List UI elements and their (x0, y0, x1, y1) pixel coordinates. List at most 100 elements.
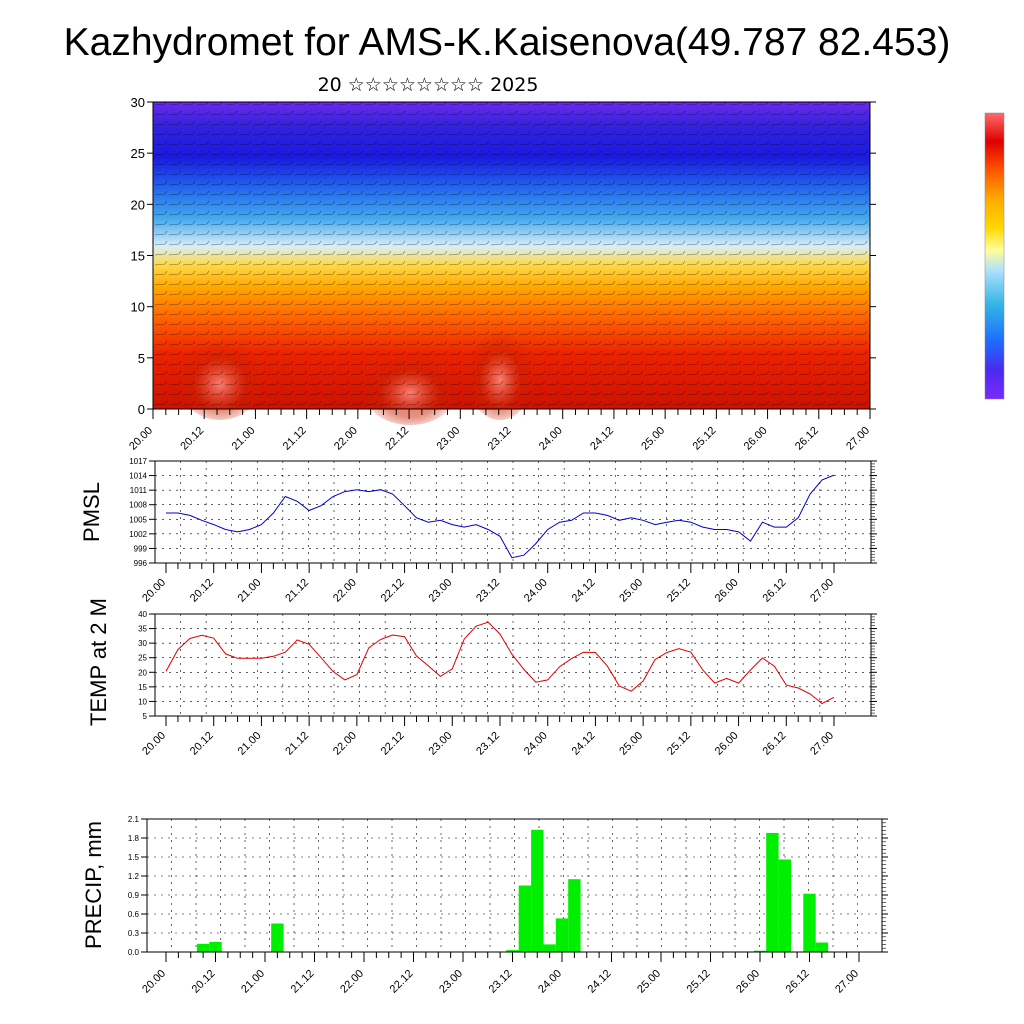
pmsl-x-axis: 20.00 20.12 21.00 21.12 22.00 22.12 23.00 23.12… (140, 563, 836, 605)
temp-panel: 5 10 15 20 25 30 35 40 20.00 20.12 21.00 21.12 22.0… (86, 598, 877, 758)
pmsl-ylabel: PMSL (79, 482, 104, 542)
precip-x-tick-label: 26.12 (784, 968, 812, 996)
precip-x-tick-label: 27.00 (833, 968, 861, 996)
pmsl-x-tick-label: 24.00 (522, 577, 550, 605)
pmsl-x-tick-label: 27.00 (808, 577, 836, 605)
chart-title: Kazhydromet for AMS-K.Kaisenova(49.787 8… (64, 21, 951, 64)
temp-x-tick-label: 21.00 (236, 730, 264, 758)
temp-ylabel: TEMP at 2 M (86, 598, 111, 726)
temp-x-tick-label: 20.12 (188, 730, 216, 758)
cross-section-y-axis: 0 5 10 15 20 25 30 (131, 95, 876, 417)
cs-y-tick-label: 25 (131, 146, 145, 161)
precip-bar (531, 829, 544, 952)
precip-bar (271, 923, 284, 952)
cs-x-tick-label: 21.00 (230, 425, 258, 453)
precip-y-tick-label: 1.5 (128, 853, 140, 862)
precip-y-tick-label: 1.8 (128, 834, 140, 843)
pmsl-y-tick-label: 996 (134, 559, 148, 568)
temp-x-tick-label: 20.00 (140, 730, 168, 758)
cs-x-tick-label: 24.00 (537, 425, 565, 453)
precip-y-axis: 0.0 0.3 0.6 0.9 1.2 1.5 1.8 2.1 (128, 815, 888, 957)
cs-x-tick-label: 25.00 (639, 425, 667, 453)
cs-y-tick-label: 15 (131, 249, 145, 264)
pmsl-x-tick-label: 20.00 (140, 577, 168, 605)
precip-bar (209, 941, 222, 952)
precip-bar (778, 859, 791, 952)
temp-y-tick-label: 15 (138, 683, 147, 692)
precip-y-tick-label: 0.9 (128, 891, 140, 900)
precip-x-tick-label: 21.12 (289, 968, 317, 996)
precip-y-tick-label: 1.2 (128, 872, 140, 881)
cs-x-tick-label: 21.12 (281, 425, 309, 453)
precip-y-tick-label: 0.0 (128, 948, 140, 957)
precip-bar (506, 950, 519, 952)
pmsl-y-axis: 996 999 1002 1005 1008 1011 1014 1017 (129, 457, 877, 568)
temp-y-tick-label: 25 (138, 654, 147, 663)
temp-x-tick-label: 22.12 (379, 730, 407, 758)
cs-x-tick-label: 24.12 (588, 425, 616, 453)
temp-x-tick-label: 26.00 (713, 730, 741, 758)
cs-x-tick-label: 26.00 (742, 425, 770, 453)
pmsl-grid (155, 461, 871, 563)
temp-x-tick-label: 25.12 (665, 730, 693, 758)
pmsl-y-tick-label: 1014 (129, 472, 147, 481)
precip-x-tick-label: 20.12 (190, 968, 218, 996)
precip-bar (543, 944, 556, 952)
temp-x-tick-label: 21.12 (283, 730, 311, 758)
temp-y-axis: 5 10 15 20 25 30 35 40 (138, 610, 877, 721)
pmsl-x-tick-label: 26.12 (760, 577, 788, 605)
temp-x-tick-label: 24.12 (570, 730, 598, 758)
pmsl-x-tick-label: 23.12 (474, 577, 502, 605)
pmsl-y-tick-label: 1011 (130, 486, 148, 495)
temp-y-tick-label: 40 (138, 610, 147, 619)
precip-bars (196, 829, 829, 952)
precip-bar (518, 885, 532, 952)
temp-y-tick-label: 5 (143, 712, 148, 721)
precip-x-tick-label: 22.00 (338, 968, 366, 996)
chart-subtitle: 20 ☆☆☆☆☆☆☆☆ 2025 (318, 74, 539, 96)
pmsl-x-tick-label: 24.12 (570, 577, 598, 605)
temp-x-tick-label: 23.12 (474, 730, 502, 758)
pmsl-x-tick-label: 25.12 (665, 577, 693, 605)
cross-section-panel: 0 5 10 15 20 25 30 20.00 20.12 21.00 21.12 22.00 22… (127, 95, 876, 453)
temp-y-tick-label: 35 (138, 625, 147, 634)
pmsl-x-tick-label: 22.12 (379, 577, 407, 605)
precip-y-tick-label: 0.3 (128, 929, 140, 938)
pmsl-x-tick-label: 23.00 (426, 577, 454, 605)
precip-x-tick-label: 24.00 (536, 968, 564, 996)
cs-x-tick-label: 22.12 (383, 425, 411, 453)
temp-y-tick-label: 30 (138, 639, 147, 648)
cs-x-tick-label: 27.00 (844, 425, 872, 453)
precip-bar (766, 832, 779, 952)
cs-x-tick-label: 25.12 (691, 425, 719, 453)
precip-bar (815, 942, 829, 952)
precip-grid (147, 819, 882, 952)
precip-y-tick-label: 0.6 (128, 910, 140, 919)
pmsl-x-tick-label: 22.00 (331, 577, 359, 605)
precip-bar (196, 943, 210, 952)
pmsl-series-line (166, 474, 835, 559)
temp-y-tick-label: 10 (138, 697, 147, 706)
precip-ylabel: PRECIP, mm (81, 821, 106, 949)
precip-x-tick-label: 26.00 (734, 968, 762, 996)
precip-x-tick-label: 24.12 (586, 968, 614, 996)
pmsl-y-tick-label: 1008 (129, 501, 147, 510)
temp-grid (155, 614, 871, 716)
precip-x-tick-label: 23.00 (437, 968, 465, 996)
pmsl-x-tick-label: 25.00 (617, 577, 645, 605)
cs-x-tick-label: 22.00 (332, 425, 360, 453)
pmsl-y-tick-label: 1005 (129, 515, 147, 524)
precip-x-tick-label: 23.12 (487, 968, 515, 996)
precip-x-tick-label: 25.00 (635, 968, 663, 996)
cs-x-tick-label: 26.12 (793, 425, 821, 453)
cs-y-tick-label: 5 (138, 351, 145, 366)
cs-x-tick-label: 23.00 (434, 425, 462, 453)
precip-x-axis: 20.00 20.12 21.00 21.12 22.00 22.12 23.00 23.12… (140, 952, 861, 996)
cs-y-tick-label: 10 (131, 300, 145, 315)
pmsl-x-tick-label: 21.12 (283, 577, 311, 605)
temp-x-tick-label: 27.00 (808, 730, 836, 758)
precip-bar (803, 893, 816, 952)
wind-barbs (153, 102, 870, 409)
temp-x-tick-label: 25.00 (617, 730, 645, 758)
